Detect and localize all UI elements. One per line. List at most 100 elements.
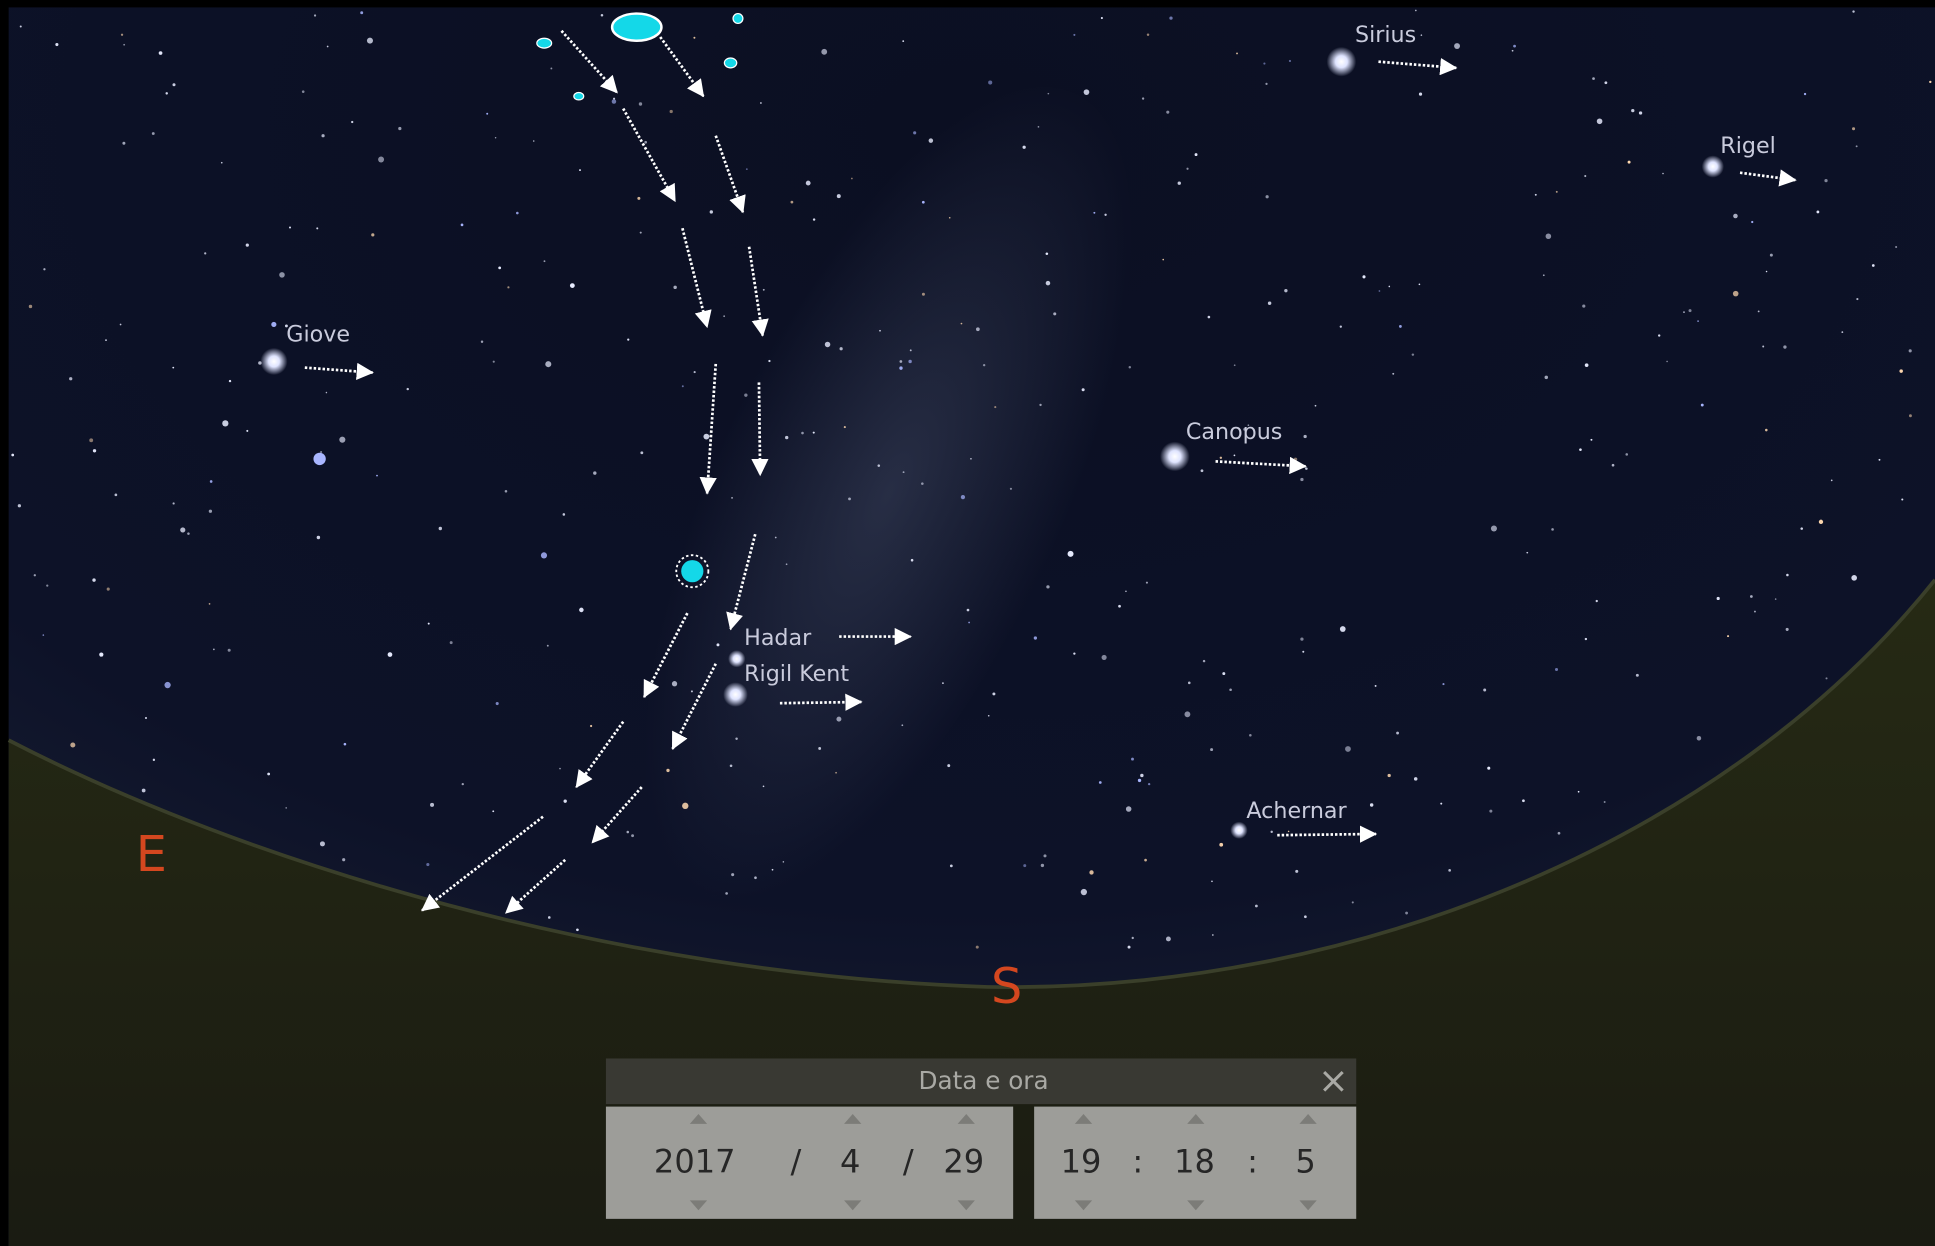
star: [1304, 915, 1307, 918]
star: [1099, 781, 1102, 784]
star: [1396, 732, 1399, 735]
star: [180, 527, 185, 532]
star: [461, 224, 464, 227]
day-field[interactable]: 29: [943, 1142, 984, 1180]
star: [1389, 286, 1391, 288]
star: [1046, 585, 1049, 588]
star: [559, 768, 561, 770]
star: [639, 102, 642, 105]
star: [1068, 551, 1074, 557]
star: [172, 83, 175, 86]
hour-field[interactable]: 19: [1061, 1142, 1102, 1180]
star: [20, 25, 22, 27]
star: [922, 201, 925, 204]
compass-label: S: [991, 957, 1022, 1015]
star: [900, 360, 903, 363]
star: [1195, 153, 1198, 156]
star: [398, 127, 401, 130]
star: [672, 681, 677, 686]
star: [426, 863, 429, 866]
star: [908, 360, 911, 363]
star: [351, 121, 353, 123]
star: [1546, 233, 1552, 239]
star: [637, 197, 640, 200]
star: [1582, 304, 1585, 307]
star: [388, 652, 393, 657]
star: [55, 43, 58, 46]
star: [120, 324, 122, 326]
star: [836, 717, 841, 722]
star: [1689, 309, 1692, 312]
star: [123, 44, 125, 46]
star-label: Rigil Kent: [744, 661, 849, 687]
star: [1160, 442, 1190, 472]
year-field[interactable]: 2017: [654, 1142, 736, 1180]
star: [209, 510, 212, 513]
star: [1543, 274, 1545, 276]
star: [1804, 93, 1806, 95]
star: [1754, 611, 1756, 613]
star: [153, 759, 155, 761]
star: [173, 502, 175, 504]
star: [1512, 50, 1514, 52]
star: [768, 360, 770, 362]
star: [1440, 803, 1442, 805]
star: [640, 232, 642, 234]
star: [462, 783, 464, 785]
star: [1302, 651, 1304, 653]
star: [1129, 366, 1131, 368]
star: [289, 226, 291, 228]
star: [1345, 746, 1351, 752]
star: [968, 622, 970, 624]
minute-field[interactable]: 18: [1174, 1142, 1215, 1180]
star: [342, 858, 345, 861]
star: [1775, 598, 1777, 600]
star: [576, 928, 579, 931]
close-button[interactable]: [1318, 1066, 1348, 1096]
star: [1419, 93, 1422, 96]
star: [1186, 168, 1188, 170]
star: [1535, 194, 1537, 196]
star: [626, 831, 629, 834]
star: [775, 537, 777, 539]
star: [1212, 934, 1214, 936]
star: [902, 40, 904, 42]
star: [1305, 467, 1308, 470]
star: [760, 102, 762, 104]
star: [367, 38, 373, 44]
star: [1284, 289, 1287, 292]
star: [785, 436, 788, 439]
star: [976, 327, 980, 331]
star: [731, 873, 734, 876]
star: [840, 347, 843, 350]
star: [34, 574, 36, 576]
star: [1166, 936, 1171, 941]
star: [1188, 682, 1191, 685]
star: [541, 552, 547, 558]
star: [813, 432, 815, 434]
star: [1909, 414, 1912, 417]
star: [1222, 672, 1225, 675]
star: [1625, 453, 1628, 456]
star: [1023, 146, 1026, 149]
star: [99, 652, 103, 656]
star: [844, 426, 846, 428]
star-label: Rigel: [1720, 133, 1775, 159]
second-field[interactable]: 5: [1295, 1142, 1315, 1180]
star: [682, 385, 684, 387]
star: [1895, 246, 1897, 248]
star: [493, 361, 495, 363]
star: [1636, 674, 1639, 677]
star: [1162, 259, 1164, 261]
star: [495, 137, 496, 138]
star: [550, 68, 552, 70]
planet: [724, 58, 736, 68]
star: [1089, 870, 1093, 874]
star-label: Sirius: [1355, 22, 1416, 48]
month-field[interactable]: 4: [840, 1142, 860, 1180]
planet: [733, 14, 743, 24]
star: [1041, 864, 1044, 867]
star: [848, 497, 851, 500]
star: [821, 49, 827, 55]
star: [1421, 34, 1423, 36]
